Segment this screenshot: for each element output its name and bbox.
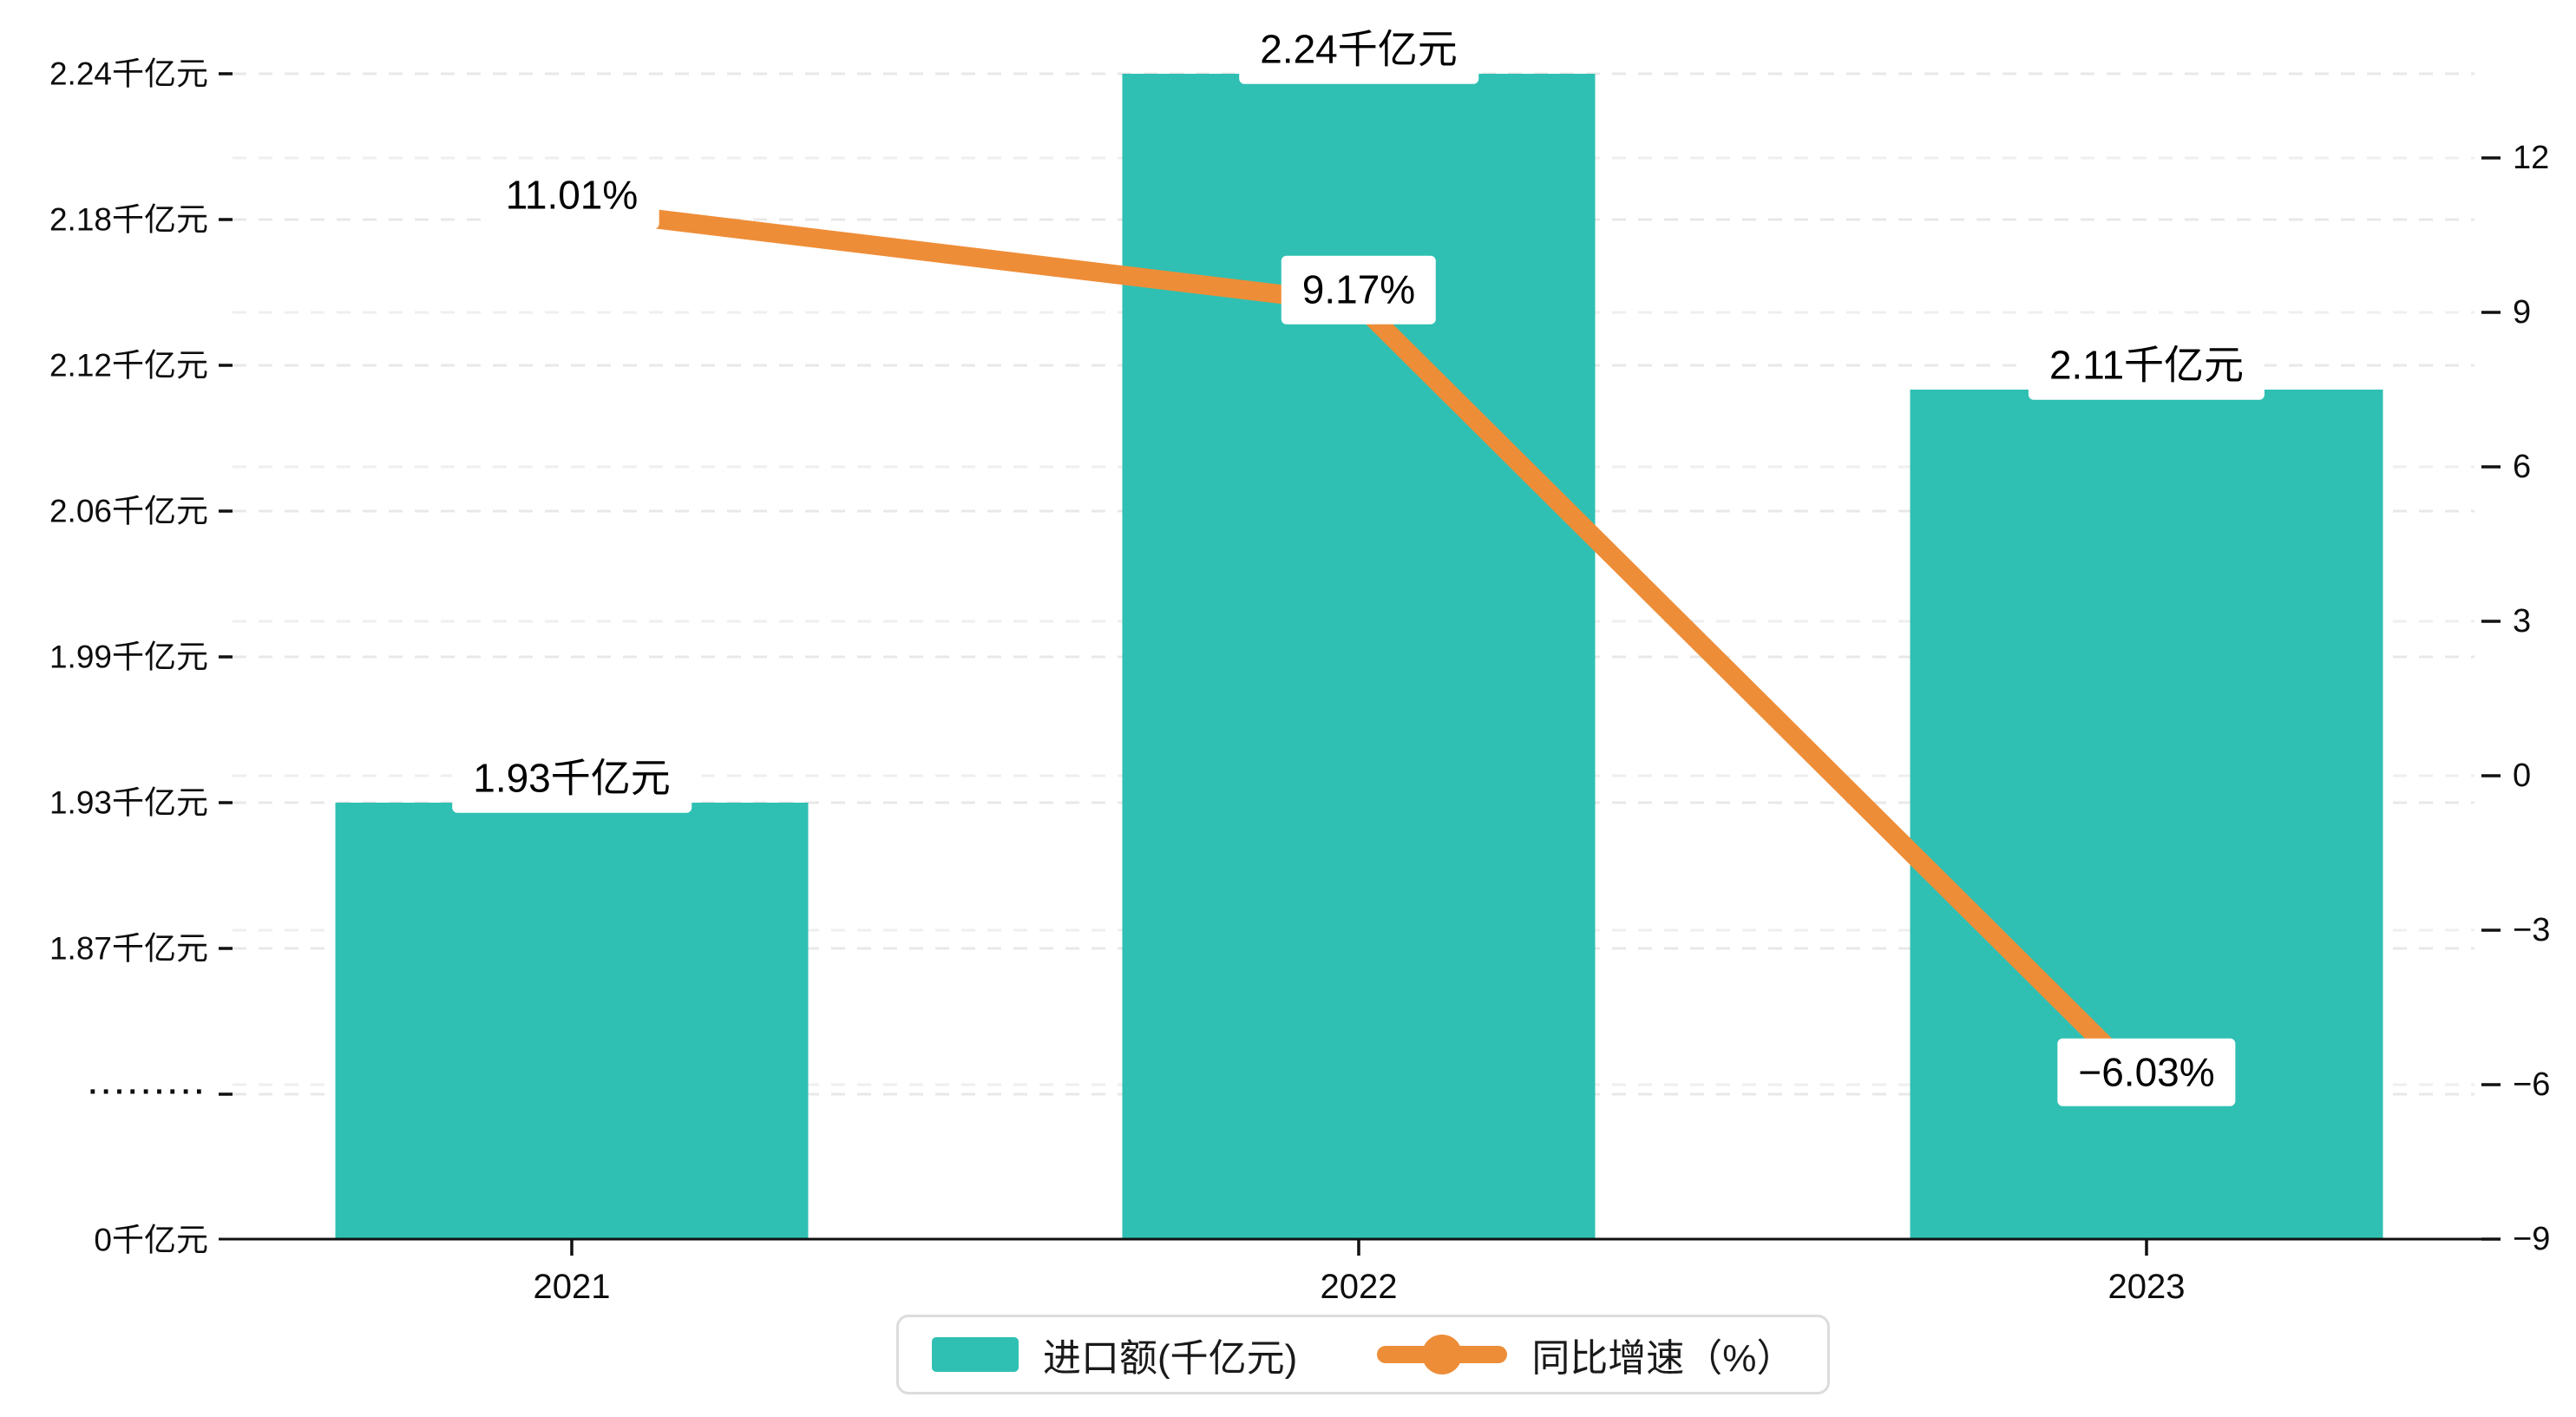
y-right-tick-label: 9 bbox=[2513, 294, 2532, 331]
y-right-tick-label: 3 bbox=[2513, 603, 2532, 640]
y-left-tick-label: 2.12千亿元 bbox=[49, 347, 208, 384]
x-tick-label: 2021 bbox=[533, 1268, 611, 1306]
y-left-tick-label: 1.93千亿元 bbox=[49, 784, 208, 821]
y-left-tick-label: 2.18千亿元 bbox=[49, 201, 208, 238]
legend-label-import-amount: 进口额(千亿元) bbox=[1043, 1337, 1298, 1380]
legend-item-import-amount[interactable]: 进口额(千亿元) bbox=[932, 1327, 1297, 1382]
legend-item-yoy-growth[interactable]: 同比增速（%） bbox=[1377, 1327, 1794, 1382]
line-value-label: −6.03% bbox=[2057, 1038, 2236, 1107]
y-left-tick-label: 2.24千亿元 bbox=[49, 56, 208, 92]
y-right-tick-label: −3 bbox=[2513, 912, 2551, 948]
legend-label-yoy-growth: 同比增速（%） bbox=[1531, 1337, 1795, 1380]
y-left-tick-label: 1.87千亿元 bbox=[49, 930, 208, 967]
line-value-label: 9.17% bbox=[1281, 255, 1437, 325]
line-series-marker-icon bbox=[1377, 1335, 1508, 1374]
y-left-tick-label: 2.06千亿元 bbox=[49, 493, 208, 529]
y-axis-break-dots: ········· bbox=[88, 1075, 208, 1109]
y-right-tick-label: −6 bbox=[2513, 1066, 2551, 1103]
y-left-zero-label: 0千亿元 bbox=[94, 1222, 208, 1258]
y-left-tick-label: 1.99千亿元 bbox=[49, 639, 208, 675]
y-right-tick-label: 12 bbox=[2513, 140, 2550, 176]
bar-value-label: 2.11千亿元 bbox=[2028, 331, 2265, 400]
x-tick-label: 2023 bbox=[2107, 1268, 2186, 1306]
y-right-tick-label: −9 bbox=[2513, 1221, 2551, 1257]
x-tick-label: 2022 bbox=[1320, 1268, 1398, 1306]
bar-2023 bbox=[1910, 390, 2383, 1239]
legend: 进口额(千亿元) 同比增速（%） bbox=[896, 1315, 1831, 1394]
bar-series-swatch-icon bbox=[932, 1337, 1019, 1372]
y-right-tick-label: 6 bbox=[2513, 449, 2532, 485]
y-right-tick-label: 0 bbox=[2513, 758, 2532, 794]
line-value-label: 11.01% bbox=[484, 161, 659, 230]
bar-2022 bbox=[1122, 74, 1596, 1239]
bar-2021 bbox=[335, 803, 809, 1239]
bar-value-label: 2.24千亿元 bbox=[1239, 15, 1478, 84]
bar-value-label: 1.93千亿元 bbox=[452, 744, 692, 813]
